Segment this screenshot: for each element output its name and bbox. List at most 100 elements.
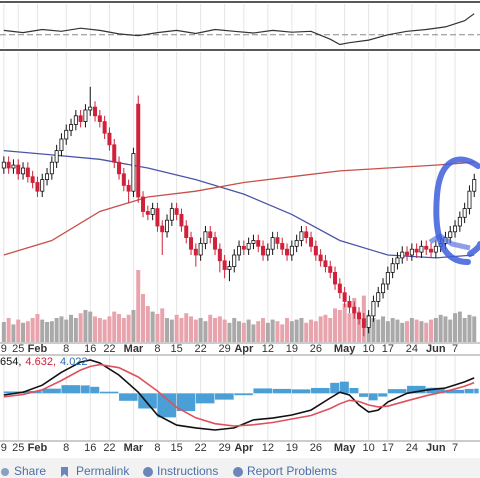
- candle-body: [357, 312, 362, 320]
- candle-body: [429, 248, 434, 253]
- candle-body: [361, 318, 366, 328]
- volume-bar: [193, 319, 198, 342]
- x-tick-label: Jun: [426, 343, 446, 355]
- candle-body: [285, 248, 290, 256]
- volume-bar: [213, 318, 218, 342]
- indicator-line: [3, 13, 475, 46]
- histogram-bar: [119, 393, 138, 401]
- candle-body: [313, 245, 318, 256]
- volume-bar: [453, 313, 458, 342]
- volume-bar: [227, 322, 232, 342]
- candle-body: [145, 211, 150, 215]
- histogram-bar: [42, 388, 61, 394]
- candle-body: [54, 150, 59, 163]
- candle-body: [203, 231, 208, 244]
- volume-bar: [165, 318, 170, 342]
- share-icon: [1, 468, 9, 476]
- candle-body: [342, 292, 347, 302]
- candle-body: [160, 225, 165, 233]
- candle-body: [97, 115, 102, 123]
- candle-body: [304, 231, 309, 239]
- volume-bar: [313, 321, 318, 342]
- x-tick-label: 9: [1, 442, 7, 454]
- candle-body: [174, 208, 179, 215]
- macd-line: [3, 359, 475, 431]
- volume-bar: [93, 316, 98, 342]
- candle-body: [318, 254, 323, 262]
- x-tick-label: 7: [452, 343, 458, 355]
- candle-body: [371, 300, 376, 317]
- histogram-bar: [311, 387, 330, 394]
- volume-bar: [333, 308, 338, 342]
- candle-body: [299, 231, 304, 241]
- candle-body: [256, 240, 261, 247]
- candle-body: [419, 245, 424, 253]
- x-tick-label: 19: [286, 442, 298, 454]
- histogram-bar: [176, 393, 196, 412]
- volume-bar: [136, 270, 141, 342]
- histogram-bar: [234, 393, 253, 396]
- volume-bar: [232, 318, 237, 342]
- histogram-bar: [378, 393, 388, 397]
- volume-bar: [107, 316, 112, 342]
- volume-bar: [217, 316, 222, 342]
- candle-body: [265, 248, 270, 256]
- volume-bar: [265, 322, 270, 342]
- x-tick-label: 25: [12, 442, 24, 454]
- share-link[interactable]: Share: [14, 464, 46, 478]
- volume-bar: [237, 321, 242, 342]
- candle-body: [49, 161, 54, 175]
- candle-body: [232, 254, 237, 268]
- candle-body: [150, 208, 155, 215]
- volume-bar: [405, 321, 410, 342]
- volume-bar: [395, 319, 400, 342]
- volume-bar: [280, 324, 285, 342]
- x-tick-label: 12: [262, 442, 274, 454]
- x-tick-label: Feb: [28, 343, 48, 355]
- macd-label: 4.022: [60, 356, 88, 368]
- candle-body: [107, 132, 112, 146]
- candle-body: [405, 251, 410, 256]
- candle-body: [93, 106, 98, 117]
- volume-bar: [294, 319, 299, 342]
- permalink-link[interactable]: Permalink: [76, 464, 130, 478]
- volume-bar: [126, 314, 131, 342]
- instructions-link[interactable]: Instructions: [157, 464, 218, 478]
- candle-body: [328, 266, 333, 273]
- volume-bar: [73, 318, 78, 342]
- volume-bar: [69, 314, 74, 342]
- volume-bar: [49, 321, 54, 342]
- candle-body: [409, 248, 414, 256]
- candle-body: [433, 245, 438, 253]
- volume-bar: [198, 318, 203, 342]
- x-tick-label: 19: [286, 343, 298, 355]
- volume-bar: [433, 318, 438, 342]
- candle-body: [126, 184, 131, 192]
- candle-body: [237, 245, 242, 256]
- volume-bar: [179, 318, 184, 342]
- volume-bar: [381, 316, 386, 342]
- candle-body: [64, 129, 69, 140]
- volume-bar: [289, 321, 294, 342]
- marks: 9 9 25 25 Feb Feb 8 8 16 16 22 22 Mar Mar 8 8 15 15 22 22 29…: [0, 13, 480, 454]
- candle-body: [289, 245, 294, 256]
- candle-body: [83, 109, 88, 122]
- volume-bar: [275, 321, 280, 342]
- x-tick-label: 24: [406, 442, 418, 454]
- x-tick-label: 22: [195, 442, 207, 454]
- candle-body: [246, 242, 251, 250]
- volume-bar: [270, 319, 275, 342]
- candle-body: [208, 231, 213, 239]
- candle-body: [381, 283, 386, 294]
- volume-bar: [208, 314, 213, 342]
- macd-label: 654,: [0, 356, 21, 368]
- histogram-bar: [215, 393, 234, 400]
- report-link[interactable]: Report Problems: [247, 464, 337, 478]
- x-tick-label: 12: [262, 343, 274, 355]
- candle-body: [179, 213, 184, 227]
- volume-bar: [30, 318, 35, 342]
- candle-body: [275, 237, 280, 244]
- candle-body: [390, 263, 395, 273]
